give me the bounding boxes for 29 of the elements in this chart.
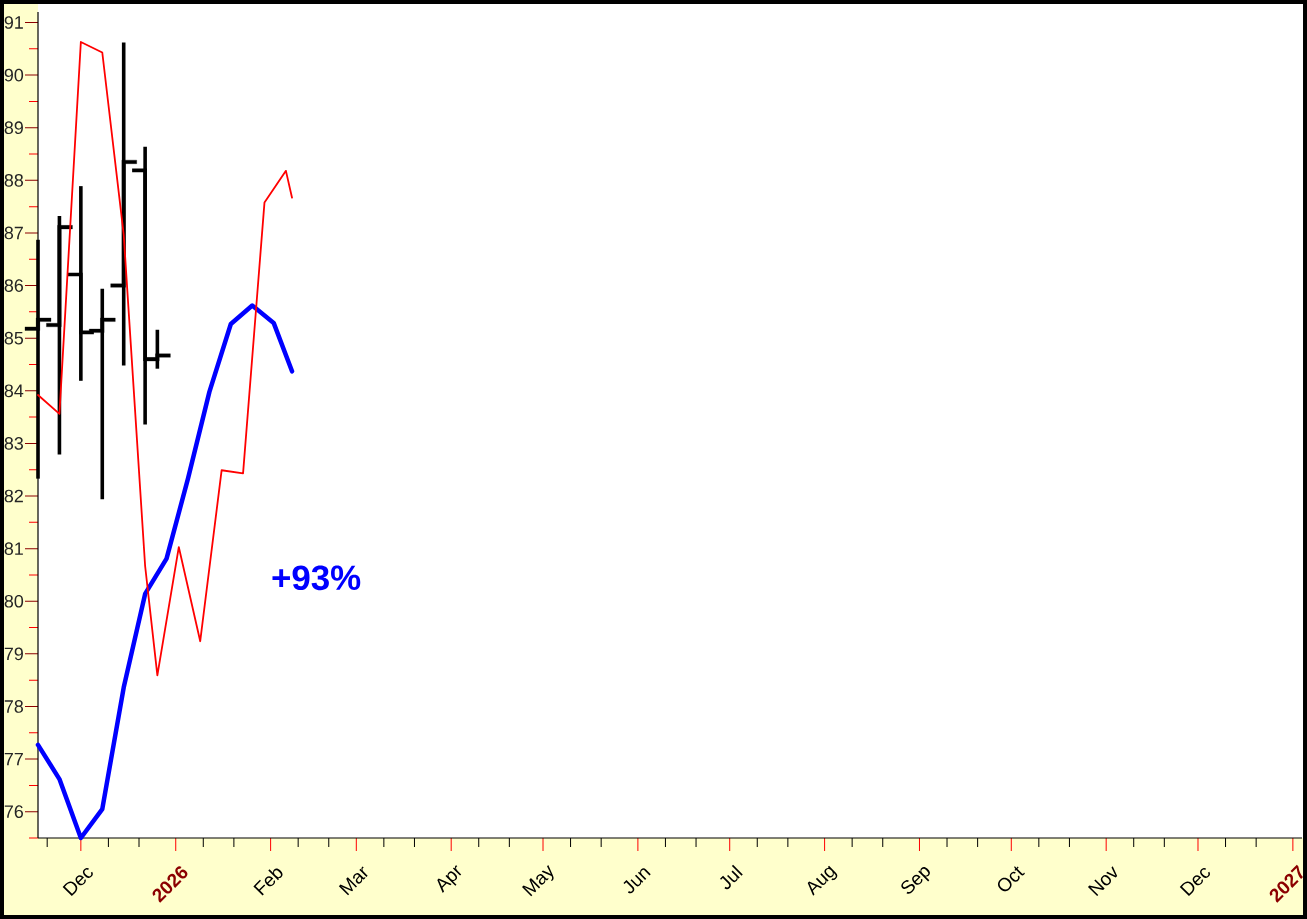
x-tick-label: Sep bbox=[901, 866, 930, 894]
x-tick-label: Oct bbox=[997, 866, 1025, 892]
x-tick-label: Jun bbox=[623, 868, 651, 894]
y-tick-label: 90 bbox=[4, 68, 24, 82]
y-tick-label: 82 bbox=[4, 489, 23, 503]
y-tick-label: 91 bbox=[4, 16, 23, 29]
x-tick-label: Dec bbox=[1179, 868, 1210, 897]
y-tick-label: 76 bbox=[4, 805, 24, 819]
x-tick-label: Apr bbox=[437, 865, 462, 893]
x-tick-label: Mar bbox=[338, 866, 368, 896]
x-tick-label: Aug bbox=[807, 865, 838, 896]
y-tick-label: 89 bbox=[4, 121, 23, 135]
y-tick-label: 88 bbox=[4, 173, 24, 187]
y-tick-label: 86 bbox=[4, 279, 24, 292]
x-tick-label: Feb bbox=[253, 868, 283, 896]
x-tick-label: Jul bbox=[720, 864, 743, 890]
y-tick-label: 79 bbox=[4, 647, 23, 661]
y-tick-label: 87 bbox=[4, 226, 23, 240]
y-tick-label: 81 bbox=[4, 542, 23, 555]
y-tick-label: 78 bbox=[4, 700, 24, 713]
x-tick-label: Dec bbox=[62, 868, 93, 897]
y-tick-label: 77 bbox=[4, 752, 23, 766]
annotation: +93% bbox=[272, 565, 361, 591]
x-tick-label: Nov bbox=[1087, 866, 1118, 897]
y-tick-label: 85 bbox=[4, 331, 24, 345]
y-tick-label: 83 bbox=[4, 437, 24, 450]
y-tick-label: 84 bbox=[4, 384, 24, 398]
x-tick-label: May bbox=[521, 865, 554, 897]
y-tick-label: 80 bbox=[4, 594, 24, 608]
